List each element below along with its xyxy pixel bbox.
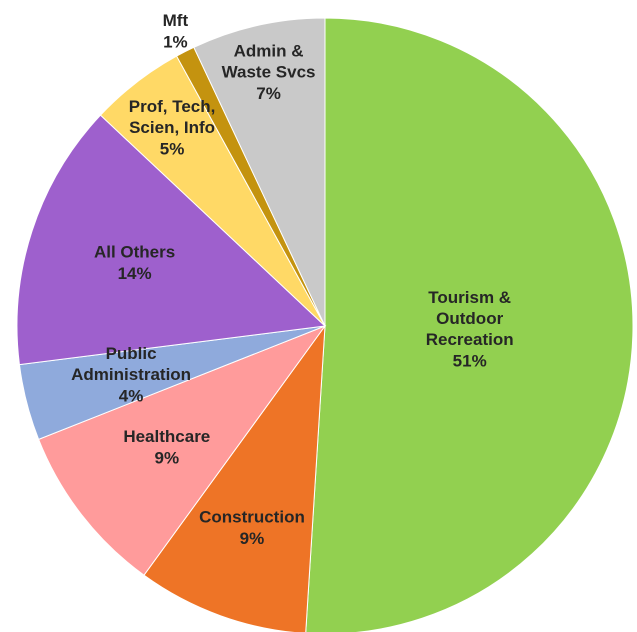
slice-label: Admin & Waste Svcs [222,42,316,82]
slice-label: Prof, Tech, Scien, Info [129,97,216,137]
pie-slice [37,324,327,576]
slice-label-line: Public [106,344,157,363]
slice-value-label: 7% [256,84,281,103]
slice-value-label: 14% [118,264,152,283]
slice-label-line: Tourism & [428,289,511,308]
slice-label: Tourism & Outdoor Recreation [426,289,514,350]
slice-label-line: All Others [94,243,175,262]
slice-value-label: 4% [119,386,144,405]
slice-label-line: Scien, Info [129,118,215,137]
pie-slice [193,17,326,327]
slice-label: Construction [199,508,305,527]
slice-label-line: Recreation [426,331,514,350]
slice-label-line: Admin & [234,42,304,61]
slice-label-line: Outdoor [436,310,503,329]
slice-value-label: 9% [155,449,180,468]
slice-label-line: Waste Svcs [222,63,316,82]
slice-label: Mft [163,11,189,30]
pie-slice [143,324,326,632]
slice-label: Public Administration [71,344,191,384]
slice-value-label: 1% [163,32,188,51]
slice-label: All Others [94,243,175,262]
slice-value-label: 5% [160,139,185,158]
slice-label-line: Administration [71,365,191,384]
slice-label-line: Healthcare [123,428,210,447]
slice-value-label: 9% [240,529,265,548]
pie-slice [305,17,634,632]
slice-label: Healthcare [123,428,210,447]
slice-label-line: Construction [199,508,305,527]
pie-slice [16,114,327,366]
slice-value-label: 51% [453,352,487,371]
slice-label-line: Mft [163,11,189,30]
slice-label-line: Prof, Tech, [129,97,216,116]
